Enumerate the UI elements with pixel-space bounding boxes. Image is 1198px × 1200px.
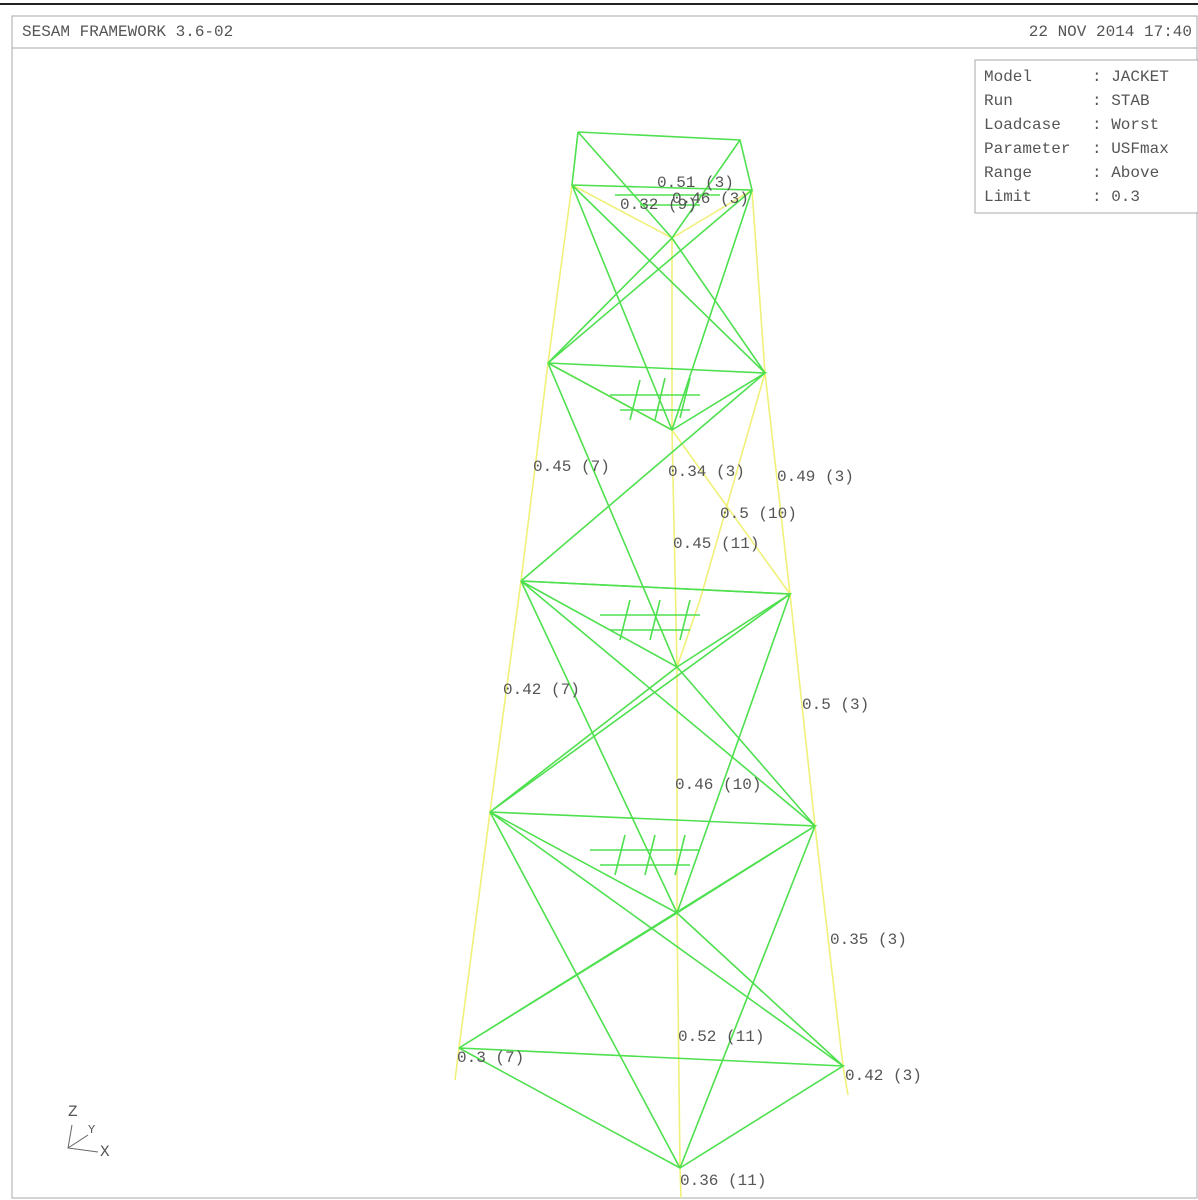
member-label: 0.42 (3)	[845, 1067, 922, 1085]
member-label: 0.42 (7)	[503, 681, 580, 699]
info-key: Range	[984, 164, 1032, 182]
triad-lines	[67, 1124, 99, 1153]
brace	[547, 184, 766, 431]
jacket-frame	[454, 131, 849, 1199]
member	[458, 1047, 846, 1169]
member-label: 0.3 (7)	[457, 1049, 524, 1067]
info-value: : Above	[1092, 164, 1159, 182]
member-label: 0.34 (3)	[668, 463, 745, 481]
member-label: 0.51 (3)	[657, 174, 734, 192]
info-value: : 0.3	[1092, 188, 1140, 206]
member-label: 0.49 (3)	[777, 468, 854, 486]
member-label: 0.36 (11)	[680, 1172, 766, 1190]
info-value: : STAB	[1092, 92, 1150, 110]
info-key: Limit	[984, 188, 1032, 206]
brace	[489, 580, 816, 914]
member-label: 0.32 (9)	[620, 196, 697, 214]
member-label: 0.5 (3)	[802, 696, 869, 714]
axis-label: Z	[68, 1103, 78, 1121]
member-labels: 0.51 (3) 0.46 (3) 0.32 (9) 0.45 (7) 0.34…	[457, 174, 922, 1190]
info-value: : Worst	[1092, 116, 1159, 134]
plan-brace	[610, 377, 700, 421]
info-key: Model	[984, 68, 1032, 86]
axis-label: Y	[88, 1123, 95, 1137]
axis-label: X	[100, 1143, 110, 1161]
leg	[751, 189, 849, 1096]
viewport	[11, 47, 1198, 1199]
brace	[458, 811, 844, 1169]
plan-brace	[590, 834, 700, 876]
info-value: : USFmax	[1092, 140, 1169, 158]
member-label: 0.46 (3)	[672, 190, 749, 208]
member-label: 0.46 (10)	[675, 776, 761, 794]
info-value: : JACKET	[1092, 68, 1169, 86]
axis-triad: Z Y X	[67, 1103, 110, 1161]
member	[547, 362, 768, 431]
member-label: 0.45 (11)	[673, 535, 759, 553]
info-rows: Model: JACKET Run: STAB Loadcase: Worst …	[984, 68, 1169, 206]
leg	[671, 238, 682, 1199]
info-key: Run	[984, 92, 1013, 110]
member	[676, 372, 766, 668]
member-label: 0.5 (10)	[720, 505, 797, 523]
plan-brace	[600, 599, 700, 641]
leg	[454, 184, 573, 1081]
member-label: 0.45 (7)	[533, 458, 610, 476]
info-key: Parameter	[984, 140, 1070, 158]
info-key: Loadcase	[984, 116, 1061, 134]
plan-brace	[615, 194, 720, 206]
info-box	[974, 59, 1198, 214]
timestamp: 22 NOV 2014 17:40	[1029, 23, 1192, 41]
app-title: SESAM FRAMEWORK 3.6-02	[22, 23, 233, 41]
member-label: 0.52 (11)	[678, 1028, 764, 1046]
member-label: 0.35 (3)	[830, 931, 907, 949]
